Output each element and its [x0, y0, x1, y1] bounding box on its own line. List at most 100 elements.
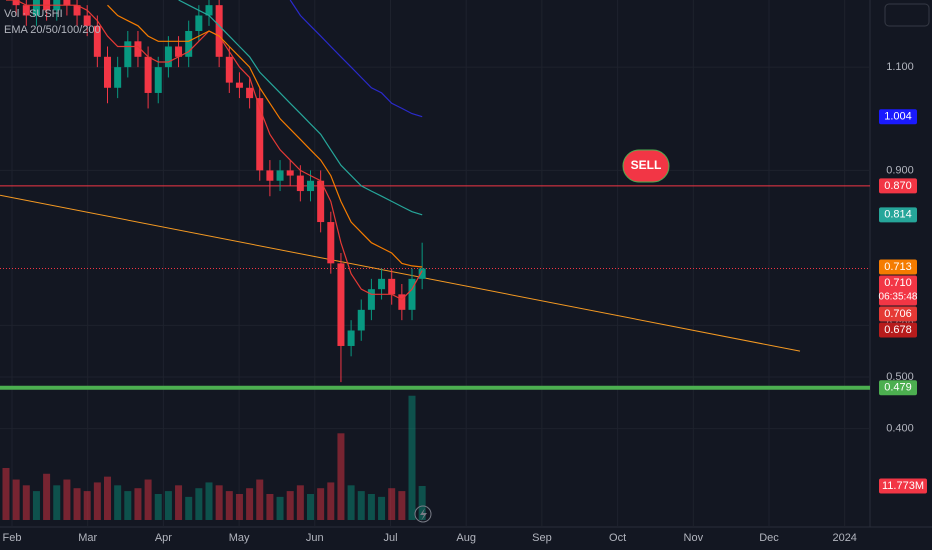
- volume-bar: [337, 433, 345, 520]
- x-tick-label: Jun: [306, 532, 324, 544]
- candle-body: [195, 15, 203, 31]
- x-tick-label: 2024: [832, 532, 856, 544]
- volume-bar: [83, 491, 91, 520]
- volume-bar: [144, 479, 152, 520]
- x-tick-label: Nov: [684, 532, 704, 544]
- x-tick-label: Feb: [3, 532, 22, 544]
- candle-body: [337, 263, 345, 346]
- volume-bar: [215, 485, 223, 520]
- volume-bar: [43, 473, 51, 520]
- price-label-box: [879, 178, 917, 194]
- x-tick-label: May: [229, 532, 250, 544]
- candle-body: [317, 180, 325, 223]
- candle-body: [32, 0, 40, 16]
- candle-body: [114, 67, 122, 88]
- price-label: 0.710: [884, 277, 912, 289]
- volume-bar: [296, 485, 304, 520]
- candle-body: [164, 46, 172, 68]
- volume-bar: [357, 491, 365, 520]
- candle-body: [215, 5, 223, 57]
- volume-bar: [235, 493, 243, 520]
- volume-bar: [388, 488, 396, 520]
- volume-bar: [205, 482, 213, 520]
- candle-body: [205, 5, 213, 16]
- x-tick-label: Jul: [383, 532, 397, 544]
- signal-bubble: [622, 149, 670, 183]
- candle-body: [93, 25, 101, 57]
- price-label-box: [879, 275, 917, 306]
- candle-body: [327, 222, 335, 264]
- axis: 1.1000.9000.6000.5000.400FebMarAprMayJun…: [3, 61, 927, 544]
- candle-body: [83, 15, 91, 26]
- lightning-icon[interactable]: [414, 505, 432, 523]
- candle-body: [175, 46, 183, 57]
- volume-bar: [276, 496, 284, 520]
- candle-body: [154, 67, 162, 93]
- y-tick-label: 0.400: [886, 423, 914, 435]
- x-tick-label: Apr: [155, 532, 172, 544]
- candle-body: [418, 268, 426, 279]
- candle-body: [276, 170, 284, 181]
- y-tick-label: 1.100: [886, 61, 914, 73]
- candle-body: [185, 30, 193, 57]
- volume-bar: [63, 479, 71, 520]
- ema-line: [107, 4, 423, 268]
- price-label-box: [879, 207, 917, 223]
- volume-bar: [256, 479, 264, 520]
- candle-body: [296, 175, 304, 192]
- volume-bar: [73, 488, 81, 520]
- candle-body: [63, 0, 71, 6]
- candle-body: [398, 294, 406, 310]
- price-label-box: [879, 109, 917, 125]
- volume-label-box: [879, 478, 927, 494]
- candle-body: [246, 87, 254, 99]
- price-label-box: [879, 322, 917, 338]
- candle-body: [225, 56, 233, 83]
- volume-bar: [266, 493, 274, 520]
- volume-bar: [286, 491, 294, 520]
- price-label: 1.004: [884, 111, 912, 123]
- price-label: 0.814: [884, 209, 912, 221]
- price-label: 0.678: [884, 324, 912, 336]
- candle-body: [22, 5, 30, 16]
- volume-bar: [93, 482, 101, 520]
- ema-line: [289, 0, 423, 118]
- volume-bar: [53, 485, 61, 520]
- candle-body: [286, 170, 294, 176]
- x-tick-label: Mar: [78, 532, 97, 544]
- volume-bar: [114, 485, 122, 520]
- price-label-box: [879, 259, 917, 275]
- ema-line: [178, 0, 423, 216]
- plot: SELL: [0, 0, 870, 520]
- candle-body: [124, 41, 132, 68]
- candle-body: [408, 278, 416, 310]
- volume-bar: [378, 496, 386, 520]
- lightning-bolt: [420, 508, 427, 521]
- volume-bar: [327, 482, 335, 520]
- candle-body: [367, 289, 375, 310]
- x-tick-label: Aug: [456, 532, 476, 544]
- legend-volume: Vol · SUSHI: [4, 8, 63, 20]
- volume-bar: [408, 395, 416, 520]
- candle-body: [144, 56, 152, 93]
- price-label-box: [879, 306, 917, 322]
- candle-body: [357, 309, 365, 331]
- price-label-box: [879, 380, 917, 396]
- price-label: 0.870: [884, 180, 912, 192]
- volume-bar: [185, 496, 193, 520]
- candle-body: [266, 170, 274, 181]
- candle-body: [134, 41, 142, 57]
- volume-bar: [22, 485, 30, 520]
- candle-body: [307, 180, 314, 192]
- volume-label: 11.773M: [882, 480, 924, 492]
- volume-bar: [367, 493, 375, 520]
- settings-button[interactable]: [884, 3, 930, 27]
- volume-bar: [317, 488, 325, 520]
- x-tick-label: Dec: [759, 532, 779, 544]
- volume-bar: [12, 479, 20, 520]
- x-tick-label: Oct: [609, 532, 626, 544]
- x-tick-label: Sep: [532, 532, 552, 544]
- volume-bar: [246, 488, 254, 520]
- candle-body: [104, 56, 111, 88]
